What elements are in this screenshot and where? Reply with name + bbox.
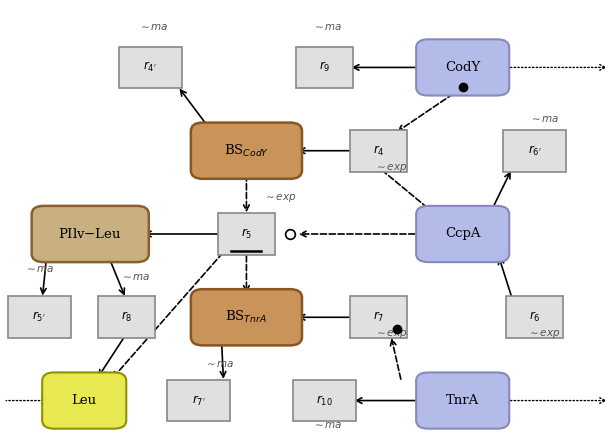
Text: $\sim ma$: $\sim ma$ [24, 264, 55, 274]
Text: $\sim ma$: $\sim ma$ [120, 272, 151, 282]
Text: $r_{10}$: $r_{10}$ [316, 393, 333, 408]
Text: $r_7$: $r_7$ [373, 310, 384, 324]
Text: $\sim exp$: $\sim exp$ [527, 328, 560, 340]
FancyBboxPatch shape [296, 47, 353, 88]
Text: Leu: Leu [72, 394, 97, 407]
FancyBboxPatch shape [218, 213, 275, 255]
Text: $r_5$: $r_5$ [241, 227, 252, 241]
Text: $r_4$: $r_4$ [373, 144, 384, 158]
Text: $r_{5'}$: $r_{5'}$ [32, 310, 46, 324]
Text: $r_{7'}$: $r_{7'}$ [191, 393, 205, 408]
Text: $r_{6'}$: $r_{6'}$ [528, 144, 542, 158]
FancyBboxPatch shape [416, 39, 509, 96]
Text: $\sim ma$: $\sim ma$ [528, 114, 559, 124]
Text: $\sim exp$: $\sim exp$ [374, 162, 407, 174]
Text: BS$_{CodY}$: BS$_{CodY}$ [224, 143, 269, 159]
Text: PIlv$-$Leu: PIlv$-$Leu [58, 227, 122, 241]
Text: $r_6$: $r_6$ [529, 310, 541, 324]
FancyBboxPatch shape [506, 296, 563, 338]
Text: $\sim ma$: $\sim ma$ [138, 22, 169, 32]
Text: BS$_{TnrA}$: BS$_{TnrA}$ [226, 309, 267, 325]
Text: CcpA: CcpA [445, 228, 481, 241]
FancyBboxPatch shape [503, 130, 566, 171]
Text: $r_9$: $r_9$ [319, 60, 330, 74]
FancyBboxPatch shape [191, 123, 302, 179]
Text: $\sim exp$: $\sim exp$ [374, 328, 407, 340]
FancyBboxPatch shape [416, 206, 509, 262]
Text: $\sim ma$: $\sim ma$ [312, 420, 343, 430]
Text: $\sim ma$: $\sim ma$ [312, 22, 343, 32]
FancyBboxPatch shape [416, 373, 509, 429]
Text: $\sim exp$: $\sim exp$ [263, 191, 296, 204]
Text: $r_8$: $r_8$ [121, 310, 132, 324]
FancyBboxPatch shape [97, 296, 155, 338]
Text: $r_{4'}$: $r_{4'}$ [143, 60, 157, 74]
FancyBboxPatch shape [350, 130, 407, 171]
FancyBboxPatch shape [119, 47, 182, 88]
FancyBboxPatch shape [293, 380, 356, 421]
FancyBboxPatch shape [7, 296, 70, 338]
FancyBboxPatch shape [191, 289, 302, 346]
Text: CodY: CodY [445, 61, 481, 74]
FancyBboxPatch shape [32, 206, 149, 262]
FancyBboxPatch shape [42, 373, 126, 429]
Text: TnrA: TnrA [446, 394, 479, 407]
Text: $\sim ma$: $\sim ma$ [204, 359, 235, 369]
FancyBboxPatch shape [350, 296, 407, 338]
FancyBboxPatch shape [167, 380, 230, 421]
